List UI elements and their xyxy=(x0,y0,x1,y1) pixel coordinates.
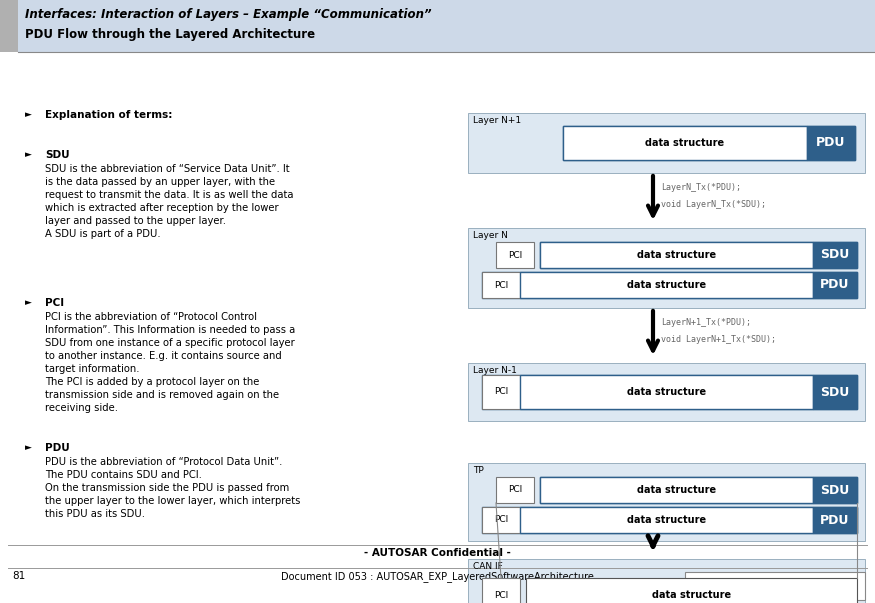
Text: PDU is the abbreviation of “Protocol Data Unit”.
The PDU contains SDU and PCI.
O: PDU is the abbreviation of “Protocol Dat… xyxy=(45,457,300,519)
Text: SDU: SDU xyxy=(821,484,850,496)
Text: PCI: PCI xyxy=(493,280,508,289)
Text: Layer N+1: Layer N+1 xyxy=(473,116,522,125)
Text: Interfaces: Interaction of Layers – Example “Communication”: Interfaces: Interaction of Layers – Exam… xyxy=(25,8,431,21)
Bar xyxy=(496,242,534,268)
Bar xyxy=(540,242,813,268)
Bar xyxy=(685,572,865,600)
Text: data structure: data structure xyxy=(652,590,732,600)
Text: Layer N: Layer N xyxy=(473,231,508,240)
Text: 81: 81 xyxy=(12,571,25,581)
Text: data structure: data structure xyxy=(626,515,706,525)
Text: data structure: data structure xyxy=(626,280,706,290)
Bar xyxy=(526,578,857,603)
Bar xyxy=(813,242,857,268)
Text: PDU: PDU xyxy=(821,514,850,526)
Bar xyxy=(468,113,865,173)
Bar xyxy=(540,477,813,503)
Text: AUTⓄSAR: AUTⓄSAR xyxy=(729,577,821,595)
Bar xyxy=(563,126,855,160)
Bar xyxy=(468,363,865,421)
Text: SDU: SDU xyxy=(821,248,850,262)
Text: SDU: SDU xyxy=(45,150,70,160)
Text: PCI: PCI xyxy=(45,298,64,308)
Bar xyxy=(482,578,520,603)
Bar xyxy=(0,0,18,52)
Text: LayerN_Tx(*PDU);: LayerN_Tx(*PDU); xyxy=(661,183,741,192)
Text: ►: ► xyxy=(25,150,31,159)
Text: Explanation of terms:: Explanation of terms: xyxy=(45,110,172,120)
Text: ►: ► xyxy=(25,110,31,119)
Text: PDU: PDU xyxy=(45,443,70,453)
Text: Layer N-1: Layer N-1 xyxy=(473,366,517,375)
Bar xyxy=(540,242,857,268)
Bar xyxy=(482,272,857,298)
Text: LayerN+1_Tx(*PDU);: LayerN+1_Tx(*PDU); xyxy=(661,318,751,327)
Text: PDU: PDU xyxy=(816,136,845,150)
Bar xyxy=(468,228,865,308)
Text: SDU is the abbreviation of “Service Data Unit”. It
is the data passed by an uppe: SDU is the abbreviation of “Service Data… xyxy=(45,164,293,239)
Bar xyxy=(813,477,857,503)
Text: PCI is the abbreviation of “Protocol Control
Information”. This Information is n: PCI is the abbreviation of “Protocol Con… xyxy=(45,312,295,413)
Text: data structure: data structure xyxy=(637,485,716,495)
Bar xyxy=(813,375,857,409)
Text: SDU: SDU xyxy=(821,385,850,399)
Bar xyxy=(496,477,534,503)
Bar xyxy=(520,272,813,298)
Bar xyxy=(520,375,813,409)
Bar xyxy=(813,272,857,298)
Text: Document ID 053 : AUTOSAR_EXP_LayeredSoftwareArchitecture: Document ID 053 : AUTOSAR_EXP_LayeredSof… xyxy=(281,571,594,582)
Text: PDU: PDU xyxy=(821,279,850,291)
Text: ►: ► xyxy=(25,298,31,307)
Bar xyxy=(807,126,855,160)
Text: PDU Flow through the Layered Architecture: PDU Flow through the Layered Architectur… xyxy=(25,28,315,41)
Bar xyxy=(563,126,807,160)
Bar xyxy=(482,272,520,298)
Bar xyxy=(520,507,813,533)
Bar xyxy=(482,507,857,533)
Bar xyxy=(482,375,857,409)
Text: TP: TP xyxy=(473,466,484,475)
Bar xyxy=(18,0,875,52)
Text: PCI: PCI xyxy=(507,250,522,259)
Text: data structure: data structure xyxy=(646,138,724,148)
Bar xyxy=(482,507,520,533)
Text: ►: ► xyxy=(25,443,31,452)
Text: void LayerN+1_Tx(*SDU);: void LayerN+1_Tx(*SDU); xyxy=(661,335,776,344)
Text: data structure: data structure xyxy=(637,250,716,260)
Text: PCI: PCI xyxy=(493,590,508,599)
Text: data structure: data structure xyxy=(626,387,706,397)
Bar xyxy=(482,375,520,409)
Bar xyxy=(468,463,865,541)
Text: - AUTOSAR Confidential -: - AUTOSAR Confidential - xyxy=(364,548,511,558)
Bar xyxy=(813,507,857,533)
Text: void LayerN_Tx(*SDU);: void LayerN_Tx(*SDU); xyxy=(661,200,766,209)
Text: CAN IF: CAN IF xyxy=(473,562,503,571)
Text: PCI: PCI xyxy=(493,388,508,397)
Bar xyxy=(540,477,857,503)
Text: PCI: PCI xyxy=(493,516,508,525)
Text: PCI: PCI xyxy=(507,485,522,494)
Bar xyxy=(468,559,865,603)
